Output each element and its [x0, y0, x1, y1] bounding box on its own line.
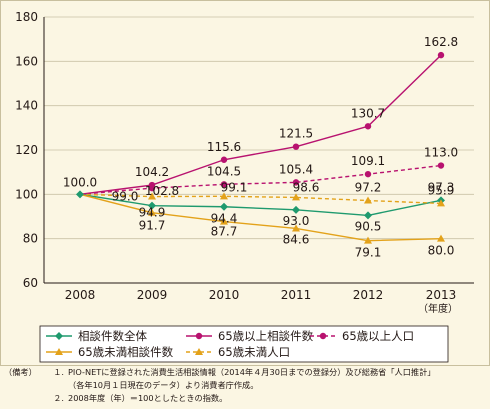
legend-box: [39, 325, 449, 363]
series-3-point-3: [292, 224, 300, 232]
footnote-2-number: ２.: [53, 393, 64, 403]
start-point: [76, 190, 84, 199]
legend-swatch-marker-2: [319, 332, 327, 340]
line-chart: 60 80 100 120 140 160 180 2008 2009 2010 2011 2012…: [0, 0, 490, 366]
data-label-1-1: 104.2: [135, 165, 169, 179]
x-tick-label-2010: 2010: [209, 288, 240, 302]
series-4-point-3: [292, 193, 300, 201]
data-label-3-1: 91.7: [139, 219, 166, 233]
series-3-point-5: [437, 234, 445, 242]
data-label-start: 100.0: [63, 175, 97, 189]
footnotes: （備考） １. PIO-NETに登録された消費生活相談情報（2014年４月30日まで…: [4, 366, 490, 405]
x-tick-label-2013: 2013: [426, 288, 457, 302]
footnote-head: （備考）: [4, 367, 37, 377]
series-3-point-2: [220, 217, 228, 225]
legend: 相談件数全体 65歳以上相談件数 65歳以上人口 65歳未満相談件数 65歳未満人口: [39, 325, 449, 363]
footnote-1-continuation: （各年10月１日現在のデータ）より消費者庁作成。: [68, 380, 259, 390]
series-1-point-3: [292, 143, 300, 150]
legend-swatch-marker-1: [195, 332, 203, 340]
legend-label-2: 65歳以上人口: [342, 329, 414, 343]
y-tick-label-160: 160: [15, 54, 38, 68]
series-lines: [76, 51, 445, 244]
data-label-2-5: 113.0: [424, 146, 458, 160]
data-label-0-1: 94.9: [139, 206, 166, 220]
legend-swatch-marker-0: [55, 332, 63, 340]
series-0-point-2: [220, 202, 228, 211]
x-tick-label-2012: 2012: [353, 288, 384, 302]
footnote-1-text: PIO-NETに登録された消費生活相談情報（2014年４月30日までの登録分）及…: [68, 367, 436, 377]
data-label-3-2: 87.7: [211, 225, 238, 239]
data-label-0-5: 97.3: [428, 180, 455, 194]
data-label-0-3: 93.0: [283, 214, 310, 228]
data-label-2-1: 102.8: [145, 184, 179, 198]
series-0-point-3: [292, 205, 300, 214]
x-axis-unit: （年度）: [418, 302, 458, 315]
y-tick-label-100: 100: [15, 187, 38, 201]
series-2-point-1: [148, 184, 156, 192]
series-1-point-5: [437, 51, 445, 59]
legend-label-4: 65歳未満人口: [218, 345, 290, 359]
data-label-4-3: 98.6: [293, 180, 320, 194]
footnote-2: ２. 2008年度（年）＝100としたときの指数。: [4, 392, 490, 405]
series-4-point-5: [437, 199, 445, 207]
data-label-3-3: 84.6: [283, 232, 310, 246]
data-label-0-2: 94.4: [211, 212, 238, 226]
footnote-1: （備考） １. PIO-NETに登録された消費生活相談情報（2014年４月30日まで…: [4, 366, 490, 379]
footnote-1-continued: （各年10月１日現在のデータ）より消費者庁作成。: [4, 379, 490, 392]
y-tick-label-80: 80: [23, 232, 38, 246]
data-label-0-4: 90.5: [355, 219, 382, 233]
gridlines: [43, 16, 474, 284]
series-0-point-4: [364, 211, 372, 220]
data-label-3-4: 79.1: [355, 246, 382, 260]
data-label-1-4: 130.7: [351, 106, 385, 120]
series-0-point-1: [148, 201, 156, 210]
legend-swatch-marker-4: [195, 348, 203, 355]
series-line-1: [79, 54, 442, 196]
series-line-0: [79, 193, 442, 217]
series-4-point-4: [364, 196, 372, 204]
series-2-point-5: [437, 162, 445, 169]
legend-label-1: 65歳以上相談件数: [218, 329, 314, 343]
data-label-2-2: 104.5: [207, 164, 241, 178]
series-4-point-1: [148, 192, 156, 200]
series-3-point-1: [148, 208, 156, 216]
data-label-1-2: 115.6: [207, 140, 241, 154]
x-axis-ticks: 2008 2009 2010 2011 2012 2013（年度）: [65, 288, 458, 315]
series-2-point-4: [364, 170, 372, 178]
data-label-4-4: 97.2: [355, 181, 382, 195]
series-1-point-4: [364, 123, 372, 130]
legend-swatch-marker-3: [55, 348, 63, 355]
series-4-point-2: [220, 192, 228, 200]
data-label-4-1: 99.0: [112, 190, 139, 204]
series-line-2: [79, 164, 442, 196]
y-tick-label-60: 60: [23, 276, 38, 290]
x-tick-label-2008: 2008: [65, 288, 96, 302]
y-tick-label-120: 120: [15, 143, 38, 157]
data-label-4-2: 99.1: [221, 180, 248, 194]
data-label-2-3: 105.4: [279, 162, 313, 176]
data-label-4-5: 95.9: [428, 183, 455, 197]
footnote-2-text: 2008年度（年）＝100としたときの指数。: [68, 393, 228, 403]
series-2-point-2: [220, 181, 228, 188]
legend-label-3: 65歳未満相談件数: [78, 345, 174, 359]
y-tick-label-140: 140: [15, 99, 38, 113]
x-tick-label-2009: 2009: [137, 288, 168, 302]
series-3-point-4: [364, 236, 372, 244]
series-1-point-2: [220, 156, 228, 163]
y-axis-ticks: 60 80 100 120 140 160 180: [15, 10, 38, 290]
data-label-3-5: 80.0: [428, 244, 455, 258]
data-labels: 100.0 94.9 94.4 93.0 90.5 97.3 104.2 115.6 121.5…: [63, 35, 458, 260]
legend-label-0: 相談件数全体: [78, 329, 147, 343]
footnote-1-number: １.: [53, 367, 64, 377]
series-line-3: [79, 193, 442, 242]
x-tick-label-2011: 2011: [281, 288, 312, 302]
data-label-1-5: 162.8: [424, 35, 458, 49]
data-label-1-3: 121.5: [279, 127, 313, 141]
series-2-point-3: [292, 179, 300, 186]
data-label-2-4: 109.1: [351, 154, 385, 168]
y-tick-label-180: 180: [15, 10, 38, 24]
